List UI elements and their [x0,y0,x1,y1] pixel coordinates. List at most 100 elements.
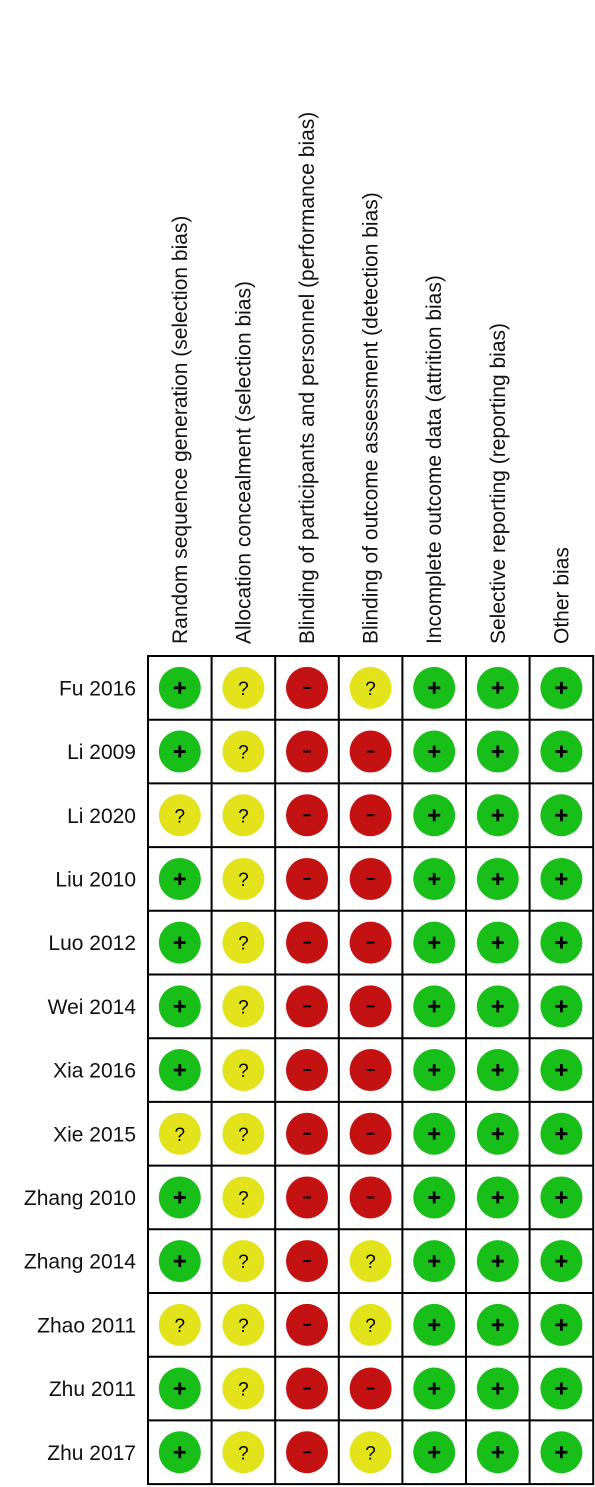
high-risk-mark [349,1049,392,1092]
low-risk-mark [158,857,201,900]
high-risk-mark [286,1112,328,1155]
low-risk-mark [158,921,201,964]
study-label: Wei 2014 [48,996,137,1019]
high-risk-mark [286,794,328,837]
study-label: Zhao 2011 [37,1314,136,1337]
low-risk-mark [540,666,583,709]
unclear-risk-mark: ? [222,1303,265,1346]
low-risk-mark [158,1049,201,1092]
unclear-risk-mark: ? [222,1431,265,1474]
unclear-risk-mark: ? [222,1367,265,1410]
svg-text:?: ? [238,997,249,1018]
unclear-risk-mark: ? [158,1112,201,1155]
svg-text:?: ? [238,679,249,700]
svg-text:?: ? [175,806,186,827]
low-risk-mark [540,1431,583,1474]
study-label: Li 2009 [67,741,136,764]
study-label: Zhu 2011 [49,1378,136,1401]
low-risk-mark [413,1176,456,1219]
low-risk-mark [540,730,583,773]
svg-text:?: ? [238,1380,249,1401]
low-risk-mark [540,1176,583,1219]
low-risk-mark [476,985,519,1028]
svg-text:?: ? [238,1316,249,1337]
svg-text:?: ? [238,1188,249,1209]
low-risk-mark [413,1303,456,1346]
unclear-risk-mark: ? [222,857,265,900]
low-risk-mark [413,857,456,900]
domain-label: Random sequence generation (selection bi… [169,216,192,644]
svg-text:?: ? [175,1316,186,1337]
low-risk-mark [476,1367,519,1410]
high-risk-mark [286,730,328,773]
unclear-risk-mark: ? [349,1240,392,1283]
study-label: Luo 2012 [48,932,136,955]
unclear-risk-mark: ? [222,1176,265,1219]
high-risk-mark [349,1367,392,1410]
study-label: Liu 2010 [55,868,136,891]
low-risk-mark [413,985,456,1028]
domain-labels: Random sequence generation (selection bi… [169,112,574,644]
svg-text:?: ? [175,1125,186,1146]
grid-frame [147,655,595,1486]
judgement-marks: ???????????????????? [158,666,583,1474]
low-risk-mark [413,1112,456,1155]
domain-label: Other bias [550,547,573,644]
high-risk-mark [286,1367,328,1410]
study-labels: Fu 2016 Li 2009 Li 2020 Liu 2010 Luo 2012 Wei… [24,677,136,1464]
low-risk-mark [413,1049,456,1092]
study-label: Zhang 2010 [24,1187,136,1210]
high-risk-mark [349,857,392,900]
high-risk-mark [286,666,328,709]
domain-label: Blinding of outcome assessment (detectio… [360,192,383,644]
study-label: Fu 2016 [59,677,136,700]
low-risk-mark [413,1240,456,1283]
svg-text:?: ? [365,679,376,700]
svg-text:?: ? [238,743,249,764]
low-risk-mark [413,666,456,709]
high-risk-mark [349,730,392,773]
high-risk-mark [286,921,328,964]
unclear-risk-mark: ? [349,1303,392,1346]
svg-text:?: ? [365,1316,376,1337]
study-label: Xie 2015 [53,1123,136,1146]
low-risk-mark [158,1367,201,1410]
low-risk-mark [158,1240,201,1283]
low-risk-mark [413,1431,456,1474]
low-risk-mark [413,921,456,964]
low-risk-mark [413,794,456,837]
low-risk-mark [476,730,519,773]
low-risk-mark [540,794,583,837]
unclear-risk-mark: ? [222,666,265,709]
svg-text:?: ? [238,1061,249,1082]
svg-text:?: ? [238,934,249,955]
low-risk-mark [476,1431,519,1474]
study-label: Li 2020 [67,805,136,828]
low-risk-mark [540,1112,583,1155]
svg-text:?: ? [238,1125,249,1146]
domain-label: Incomplete outcome data (attrition bias) [423,275,446,644]
low-risk-mark [476,1112,519,1155]
low-risk-mark [476,1176,519,1219]
low-risk-mark [476,794,519,837]
svg-text:?: ? [238,1252,249,1273]
low-risk-mark [158,666,201,709]
low-risk-mark [476,1049,519,1092]
low-risk-mark [540,1303,583,1346]
unclear-risk-mark: ? [222,921,265,964]
low-risk-mark [413,730,456,773]
high-risk-mark [286,1049,328,1092]
low-risk-mark [158,985,201,1028]
high-risk-mark [286,1176,328,1219]
high-risk-mark [349,921,392,964]
unclear-risk-mark: ? [222,985,265,1028]
svg-text:?: ? [238,870,249,891]
svg-text:?: ? [365,1443,376,1464]
low-risk-mark [540,1367,583,1410]
domain-label: Blinding of participants and personnel (… [296,112,319,644]
low-risk-mark [158,1431,201,1474]
unclear-risk-mark: ? [222,1049,265,1092]
svg-text:?: ? [365,1252,376,1273]
low-risk-mark [476,857,519,900]
low-risk-mark [476,1303,519,1346]
